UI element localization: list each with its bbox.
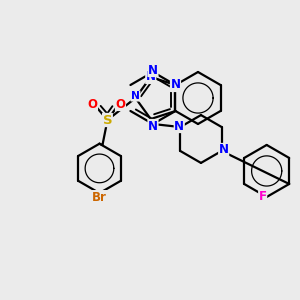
Text: N: N: [174, 119, 184, 133]
Text: N: N: [148, 119, 158, 133]
Text: S: S: [103, 113, 112, 127]
Text: N: N: [131, 91, 140, 101]
Text: O: O: [116, 98, 125, 110]
Text: N: N: [148, 64, 158, 76]
Text: N: N: [146, 70, 156, 83]
Text: Br: Br: [92, 190, 107, 204]
Text: N: N: [219, 143, 229, 157]
Text: F: F: [259, 190, 267, 203]
Text: N: N: [170, 79, 181, 92]
Text: O: O: [88, 98, 98, 110]
